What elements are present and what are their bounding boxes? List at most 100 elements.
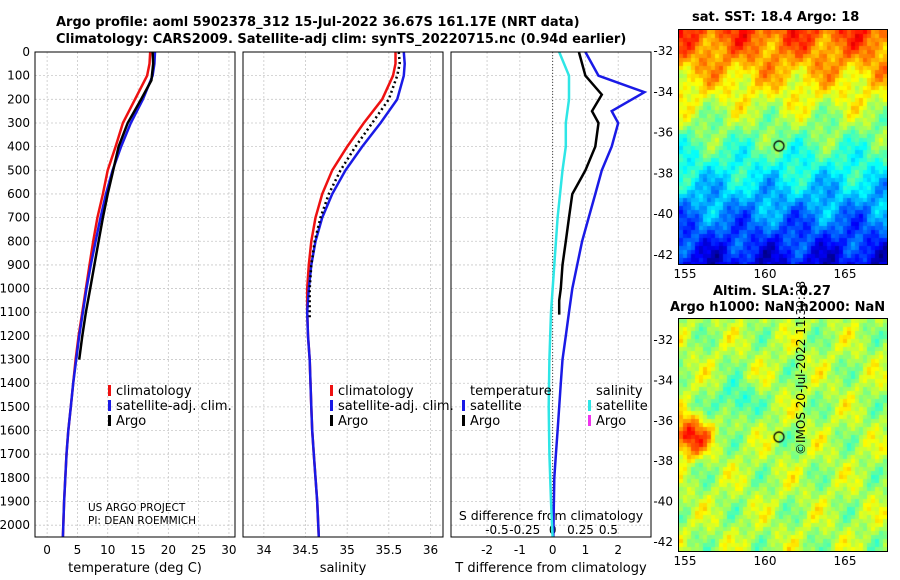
depth-tick-label: 1700	[0, 447, 30, 461]
x-tick-label: 1	[582, 543, 590, 557]
depth-tick-label: 1100	[0, 305, 30, 319]
map-lat-label: -34	[653, 373, 673, 387]
x-tick-label: -1	[514, 543, 526, 557]
sst-map-title: sat. SST: 18.4 Argo: 18	[692, 10, 860, 25]
depth-tick-label: 1400	[0, 376, 30, 390]
temp-legend: climatology satellite-adj. clim. Argo	[108, 384, 232, 429]
s-tick-label: 0.5	[599, 523, 618, 537]
depth-tick-label: 1800	[0, 471, 30, 485]
x-tick-label: 36	[423, 543, 438, 557]
legend-argo-2: Argo	[330, 414, 454, 429]
x-axis-label: temperature (deg C)	[68, 561, 202, 576]
map-lat-label: -32	[653, 333, 673, 347]
depth-tick-label: 900	[7, 258, 30, 272]
depth-tick-label: 200	[7, 92, 30, 106]
map-lat-label: -32	[653, 44, 673, 58]
legend-satellite: satellite-adj. clim.	[108, 399, 232, 414]
x-tick-label: 35.5	[375, 543, 402, 557]
map-lat-label: -42	[653, 248, 673, 262]
sal-legend: climatology satellite-adj. clim. Argo	[330, 384, 454, 429]
series-line-salinity-satellite	[547, 51, 571, 538]
s-tick-label: 0.25	[567, 523, 594, 537]
map-lon-label: 160	[754, 554, 777, 568]
x-axis-label: salinity	[320, 561, 367, 576]
map-lat-label: -36	[653, 414, 673, 428]
depth-tick-label: 500	[7, 163, 30, 177]
sla-map-title-1: Altim. SLA: 0.27	[713, 284, 831, 299]
depth-tick-label: 300	[7, 116, 30, 130]
x-tick-label: 35	[340, 543, 355, 557]
map-lat-label: -40	[653, 495, 673, 509]
sst-map	[678, 29, 888, 265]
map-lat-label: -36	[653, 126, 673, 140]
sla-map	[678, 318, 888, 552]
figure-title-line2: Climatology: CARS2009. Satellite-adj cli…	[56, 32, 627, 47]
legend-climatology: climatology	[108, 384, 232, 399]
depth-tick-label: 1900	[0, 495, 30, 509]
depth-tick-label: 0	[22, 45, 30, 59]
panel-frame-1	[242, 51, 444, 538]
map-lat-label: -38	[653, 166, 673, 180]
depth-tick-label: 1000	[0, 282, 30, 296]
series-line-satellite-adj--clim	[305, 51, 406, 538]
x-axis-label: T difference from climatology	[454, 561, 647, 576]
map-lat-label: -42	[653, 535, 673, 549]
map-lon-label: 165	[834, 267, 857, 281]
depth-tick-label: 1200	[0, 329, 30, 343]
map-lat-label: -34	[653, 85, 673, 99]
x-tick-label: 5	[74, 543, 82, 557]
depth-tick-label: 1500	[0, 400, 30, 414]
x-tick-label: 34	[256, 543, 271, 557]
legend-argo: Argo	[108, 414, 232, 429]
legend-sal-satellite: satellite	[588, 399, 648, 414]
sla-map-title-2: Argo h1000: NaN h2000: NaN	[670, 300, 886, 315]
depth-tick-label: 600	[7, 187, 30, 201]
x-tick-label: 25	[191, 543, 206, 557]
depth-tick-label: 2000	[0, 518, 30, 532]
panel-bg-0	[35, 52, 235, 537]
x-tick-label: 0	[549, 543, 557, 557]
map-lon-label: 165	[834, 554, 857, 568]
panel-frame-2	[450, 51, 652, 538]
legend-temp-argo: Argo	[462, 414, 552, 429]
series-line-temperature-satellite	[552, 51, 648, 538]
depth-tick-label: 1600	[0, 424, 30, 438]
series-line-satellite-adj--clim	[61, 51, 157, 538]
depth-tick-label: 800	[7, 234, 30, 248]
x-tick-label: 20	[161, 543, 176, 557]
depth-tick-label: 1300	[0, 353, 30, 367]
credit-stamp: ©IMOS 20-Jul-2022 11:39:28	[794, 280, 808, 455]
legend-sal-heading: salinity	[596, 384, 643, 399]
legend-sal-argo: Argo	[588, 414, 648, 429]
x-tick-label: 15	[130, 543, 145, 557]
map-lat-label: -38	[653, 454, 673, 468]
map-lon-label: 155	[674, 267, 697, 281]
depth-tick-label: 100	[7, 69, 30, 83]
x-tick-label: -2	[481, 543, 493, 557]
s-tick-label: -0.5	[485, 523, 508, 537]
legend-satellite-2: satellite-adj. clim.	[330, 399, 454, 414]
series-line-argo	[77, 51, 155, 360]
map-lat-label: -40	[653, 207, 673, 221]
map-lon-label: 160	[754, 267, 777, 281]
legend-climatology-2: climatology	[330, 384, 454, 399]
diff-legend-temp: temperature satellite Argo	[462, 384, 552, 429]
panel-frame-0	[34, 51, 236, 538]
x-tick-label: 10	[100, 543, 115, 557]
series-line-temperature-argo	[557, 51, 604, 315]
project-annotation: US ARGO PROJECT PI: DEAN ROEMMICH	[88, 502, 197, 527]
figure-title-line1: Argo profile: aoml 5902378_312 15-Jul-20…	[56, 15, 580, 30]
depth-tick-label: 400	[7, 140, 30, 154]
map-lon-label: 155	[674, 554, 697, 568]
x-tick-label: 0	[43, 543, 51, 557]
panel-bg-1	[243, 52, 443, 537]
x-tick-label: 30	[221, 543, 236, 557]
x-tick-label: 2	[614, 543, 622, 557]
diff-legend-sal: salinity satellite Argo	[588, 384, 648, 429]
depth-tick-label: 700	[7, 211, 30, 225]
s-tick-label: -0.25	[509, 523, 540, 537]
legend-temp-satellite: satellite	[462, 399, 552, 414]
legend-temp-heading: temperature	[470, 384, 552, 399]
x-tick-label: 34.5	[292, 543, 319, 557]
